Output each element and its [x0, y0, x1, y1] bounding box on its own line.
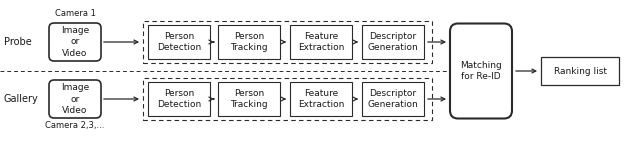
Bar — [218, 25, 280, 59]
Text: Gallery: Gallery — [4, 94, 39, 104]
Bar — [148, 25, 210, 59]
Text: Camera 1: Camera 1 — [54, 9, 95, 18]
Text: Person
Tracking: Person Tracking — [230, 89, 268, 109]
Text: Feature
Extraction: Feature Extraction — [298, 32, 344, 52]
Bar — [143, 21, 432, 63]
Text: Descriptor
Generation: Descriptor Generation — [367, 89, 419, 109]
Text: Person
Detection: Person Detection — [157, 89, 201, 109]
Bar — [541, 57, 619, 85]
Text: Image
or
Video: Image or Video — [61, 83, 89, 115]
Bar — [290, 82, 352, 116]
Bar — [362, 82, 424, 116]
Text: Probe: Probe — [4, 37, 32, 47]
Text: Camera 2,3,...: Camera 2,3,... — [45, 121, 105, 130]
Bar — [362, 25, 424, 59]
Text: Descriptor
Generation: Descriptor Generation — [367, 32, 419, 52]
Text: Feature
Extraction: Feature Extraction — [298, 89, 344, 109]
FancyBboxPatch shape — [49, 80, 101, 118]
Bar — [143, 78, 432, 120]
Bar — [218, 82, 280, 116]
FancyBboxPatch shape — [49, 23, 101, 61]
Text: Person
Tracking: Person Tracking — [230, 32, 268, 52]
Bar — [290, 25, 352, 59]
Bar — [148, 82, 210, 116]
Text: Matching
for Re-ID: Matching for Re-ID — [460, 61, 502, 81]
FancyBboxPatch shape — [450, 24, 512, 118]
Text: Person
Detection: Person Detection — [157, 32, 201, 52]
Text: Image
or
Video: Image or Video — [61, 26, 89, 58]
Text: Ranking list: Ranking list — [554, 67, 607, 75]
